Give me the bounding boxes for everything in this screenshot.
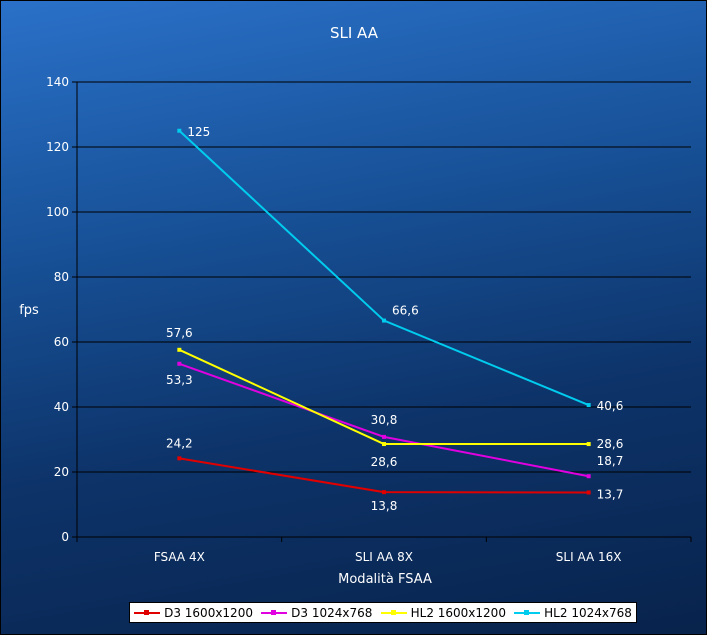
legend-label: HL2 1600x1200 — [410, 605, 506, 620]
y-tick-label: 0 — [61, 530, 69, 544]
legend-item: D3 1024x768 — [261, 606, 372, 620]
legend-swatch — [514, 609, 541, 615]
data-label: 24,2 — [166, 436, 193, 450]
y-tick-label: 60 — [54, 335, 69, 349]
data-label: 125 — [187, 125, 210, 139]
data-point — [586, 403, 591, 408]
y-tick-label: 120 — [46, 140, 69, 154]
data-point — [177, 128, 182, 133]
data-label: 53,3 — [166, 373, 193, 387]
data-label: 28,6 — [371, 455, 398, 469]
legend-label: D3 1600x1200 — [164, 605, 253, 620]
legend: D3 1600x1200 D3 1024x768 HL2 1600x1200 HL2 … — [129, 602, 637, 623]
series-line — [178, 130, 590, 406]
data-point — [586, 490, 591, 495]
data-label: 28,6 — [597, 437, 624, 451]
data-label: 30,8 — [371, 413, 398, 427]
legend-swatch — [380, 609, 407, 615]
y-axis-label: fps — [19, 303, 39, 318]
legend-swatch — [261, 609, 288, 615]
legend-item: HL2 1600x1200 — [380, 605, 506, 620]
legend-label: HL2 1024x768 — [544, 605, 632, 620]
data-label: 18,7 — [597, 454, 624, 468]
data-label: 40,6 — [597, 399, 624, 413]
y-tick-label: 140 — [46, 75, 69, 89]
data-label: 57,6 — [166, 326, 193, 340]
y-tick-label: 20 — [54, 465, 69, 479]
y-tick-label: 80 — [54, 270, 69, 284]
data-point — [177, 347, 182, 352]
y-tick-label: 100 — [46, 205, 69, 219]
x-tick-label: SLI AA 16X — [556, 550, 622, 564]
series-line — [178, 348, 589, 446]
data-point — [382, 490, 386, 495]
legend-swatch — [134, 609, 161, 615]
data-point — [382, 442, 386, 447]
data-label: 13,8 — [371, 499, 398, 513]
data-point — [382, 434, 386, 439]
x-axis-label: Modalità FSAA — [338, 572, 432, 587]
data-point — [586, 474, 591, 479]
legend-item: HL2 1024x768 — [514, 606, 632, 620]
data-point — [177, 361, 182, 366]
chart-title: SLI AA — [330, 24, 379, 42]
data-point — [177, 456, 182, 461]
data-point — [586, 442, 591, 447]
data-point — [382, 318, 386, 323]
legend-label: D3 1024x768 — [291, 605, 373, 620]
y-tick-label: 40 — [54, 400, 69, 414]
x-tick-label: SLI AA 8X — [355, 550, 413, 564]
data-label: 66,6 — [392, 304, 419, 318]
data-label: 13,7 — [597, 487, 624, 501]
legend-item: D3 1600x1200 — [134, 606, 253, 620]
x-tick-label: FSAA 4X — [154, 550, 205, 564]
